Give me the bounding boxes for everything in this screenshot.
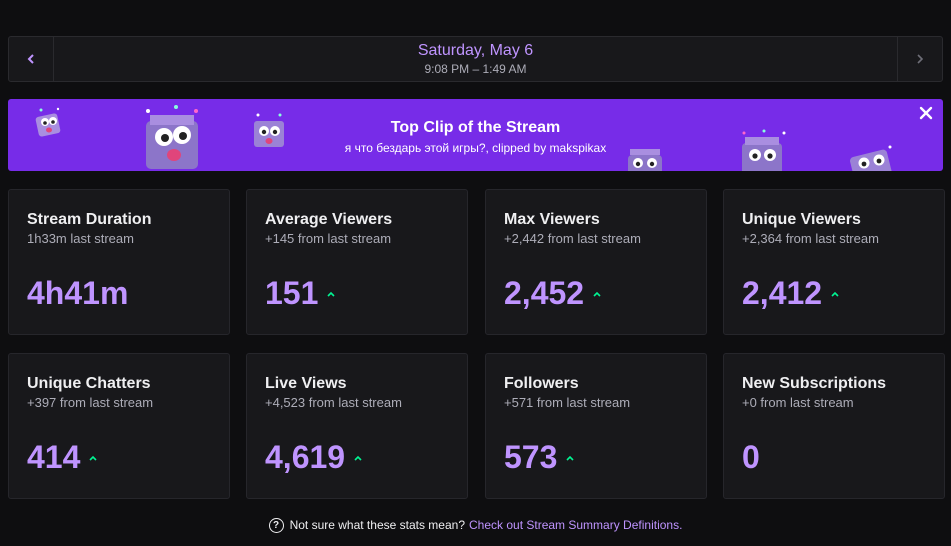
stat-value-row: 414 [27, 438, 97, 476]
top-clip-info: Top Clip of the Stream я что бездарь это… [8, 118, 943, 156]
stream-date-title: Saturday, May 6 [417, 42, 534, 59]
stat-value: 4h41m [27, 275, 129, 311]
stat-title: Followers [504, 375, 579, 392]
stat-value-row: 151 [265, 274, 335, 312]
stream-date: Saturday, May 6 9:08 PM – 1:49 AM [54, 37, 897, 81]
stats-help-footer: ? Not sure what these stats mean? Check … [0, 516, 951, 534]
stream-time-range: 9:08 PM – 1:49 AM [424, 62, 527, 76]
stat-card-stream-duration: Stream Duration 1h33m last stream 4h41m [8, 189, 230, 335]
stat-comparison: +0 from last stream [742, 395, 854, 410]
stat-card-new-subscriptions: New Subscriptions +0 from last stream 0 [723, 353, 945, 499]
stat-comparison: +397 from last stream [27, 395, 154, 410]
trend-up-icon [354, 455, 362, 461]
close-icon [919, 106, 933, 120]
trend-up-icon [89, 455, 97, 461]
trend-up-icon [593, 291, 601, 297]
chevron-right-icon [917, 54, 924, 64]
stat-value: 2,452 [504, 275, 585, 311]
mascot-icon [254, 113, 284, 147]
trend-up-icon [327, 291, 335, 297]
stat-value-row: 0 [742, 438, 760, 476]
top-clip-banner[interactable]: Top Clip of the Stream я что бездарь это… [8, 99, 943, 171]
stat-comparison: +571 from last stream [504, 395, 631, 410]
trend-up-icon [831, 291, 839, 297]
stat-value: 0 [742, 439, 760, 475]
stat-value-row: 4,619 [265, 438, 362, 476]
chevron-left-icon [27, 54, 34, 64]
stat-card-unique-chatters: Unique Chatters +397 from last stream 41… [8, 353, 230, 499]
trend-up-icon [566, 455, 574, 461]
mascot-icon [742, 129, 786, 171]
stat-title: Max Viewers [504, 211, 600, 228]
stat-title: Average Viewers [265, 211, 393, 228]
mascot-icon [146, 105, 198, 169]
stat-value: 4,619 [265, 439, 346, 475]
stat-value-row: 4h41m [27, 274, 128, 312]
stat-card-max-viewers: Max Viewers +2,442 from last stream 2,45… [485, 189, 707, 335]
top-clip-title: Top Clip of the Stream [390, 119, 561, 136]
stat-comparison: +2,442 from last stream [504, 231, 641, 246]
close-banner-button[interactable] [917, 105, 935, 123]
next-stream-button[interactable] [897, 37, 942, 81]
stat-card-average-viewers: Average Viewers +145 from last stream 15… [246, 189, 468, 335]
stat-value: 573 [504, 439, 558, 475]
stat-value: 414 [27, 439, 81, 475]
mascot-icon [850, 145, 892, 171]
stat-card-live-views: Live Views +4,523 from last stream 4,619 [246, 353, 468, 499]
stat-comparison: +145 from last stream [265, 231, 392, 246]
stat-title: Live Views [265, 375, 347, 392]
date-navigator: Saturday, May 6 9:08 PM – 1:49 AM [8, 36, 943, 82]
stat-title: Unique Chatters [27, 375, 151, 392]
stat-comparison: +2,364 from last stream [742, 231, 879, 246]
stat-comparison: 1h33m last stream [27, 231, 134, 246]
mascot-icon [628, 149, 662, 171]
previous-stream-button[interactable] [9, 37, 54, 81]
mascot-icon [35, 107, 61, 137]
stat-card-followers: Followers +571 from last stream 573 [485, 353, 707, 499]
stat-value-row: 2,412 [742, 274, 839, 312]
top-clip-subtitle[interactable]: я что бездарь этой игры?, clipped by mak… [344, 141, 607, 155]
question-icon: ? [268, 517, 284, 533]
help-question: Not sure what these stats mean? [289, 518, 465, 532]
stat-card-unique-viewers: Unique Viewers +2,364 from last stream 2… [723, 189, 945, 335]
stream-summary-definitions-link[interactable]: Check out Stream Summary Definitions. [469, 518, 683, 532]
stat-title: Unique Viewers [742, 211, 861, 228]
stat-value-row: 2,452 [504, 274, 601, 312]
stat-value: 151 [265, 275, 319, 311]
stat-comparison: +4,523 from last stream [265, 395, 402, 410]
stat-value: 2,412 [742, 275, 823, 311]
stat-title: Stream Duration [27, 211, 152, 228]
stat-title: New Subscriptions [742, 375, 887, 392]
stat-value-row: 573 [504, 438, 574, 476]
